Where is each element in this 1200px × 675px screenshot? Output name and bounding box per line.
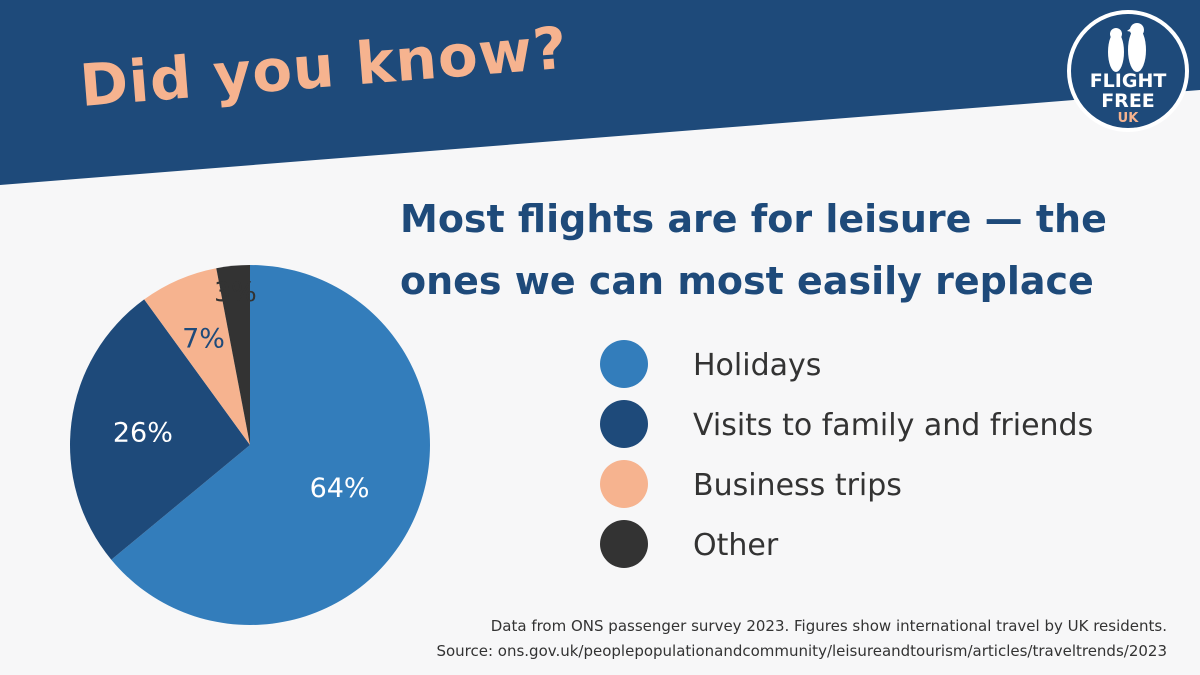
legend-label-business: Business trips bbox=[693, 468, 902, 503]
pie-slice-other bbox=[216, 265, 250, 445]
legend-label-visits: Visits to family and friends bbox=[693, 408, 1094, 443]
penguins-icon bbox=[1108, 23, 1146, 72]
logo-text-flight: FLIGHT bbox=[1089, 70, 1167, 92]
pie-label-business: 7% bbox=[182, 324, 225, 355]
pie-label-holidays: 64% bbox=[310, 473, 370, 504]
pie-slice-business bbox=[144, 268, 250, 445]
logo-text-free: FREE bbox=[1101, 90, 1155, 112]
logo-text-uk: UK bbox=[1117, 111, 1139, 126]
legend-swatch-holidays bbox=[600, 340, 648, 388]
footnote-data-note: Data from ONS passenger survey 2023. Fig… bbox=[490, 617, 1167, 635]
pie-slice-holidays bbox=[111, 265, 430, 625]
pie-label-visits: 26% bbox=[113, 417, 173, 448]
legend-label-other: Other bbox=[693, 528, 779, 563]
legend-swatch-business bbox=[600, 460, 648, 508]
banner-shape bbox=[0, 0, 1200, 185]
chart-title-line-2: ones we can most easily replace bbox=[400, 259, 1094, 303]
pie-label-other: 3% bbox=[214, 277, 257, 308]
footnote-source: Source: ons.gov.uk/peoplepopulationandco… bbox=[436, 642, 1167, 660]
legend-swatch-visits bbox=[600, 400, 648, 448]
pie-labels: 64% 26% 7% 3% bbox=[113, 277, 370, 504]
pie-slice-visits bbox=[69, 299, 250, 560]
chart-title-line-1: Most flights are for leisure — the bbox=[400, 197, 1107, 241]
legend-label-holidays: Holidays bbox=[693, 348, 822, 383]
pie-slices bbox=[69, 265, 430, 625]
flight-free-uk-logo: FLIGHT FREE UK bbox=[1067, 10, 1189, 132]
chart-title: Most flights are for leisure — the ones … bbox=[400, 188, 1180, 312]
source-footnote: Data from ONS passenger survey 2023. Fig… bbox=[436, 614, 1167, 664]
pie-chart: 64% 26% 7% 3% bbox=[69, 265, 430, 625]
legend-swatch-other bbox=[600, 520, 648, 568]
